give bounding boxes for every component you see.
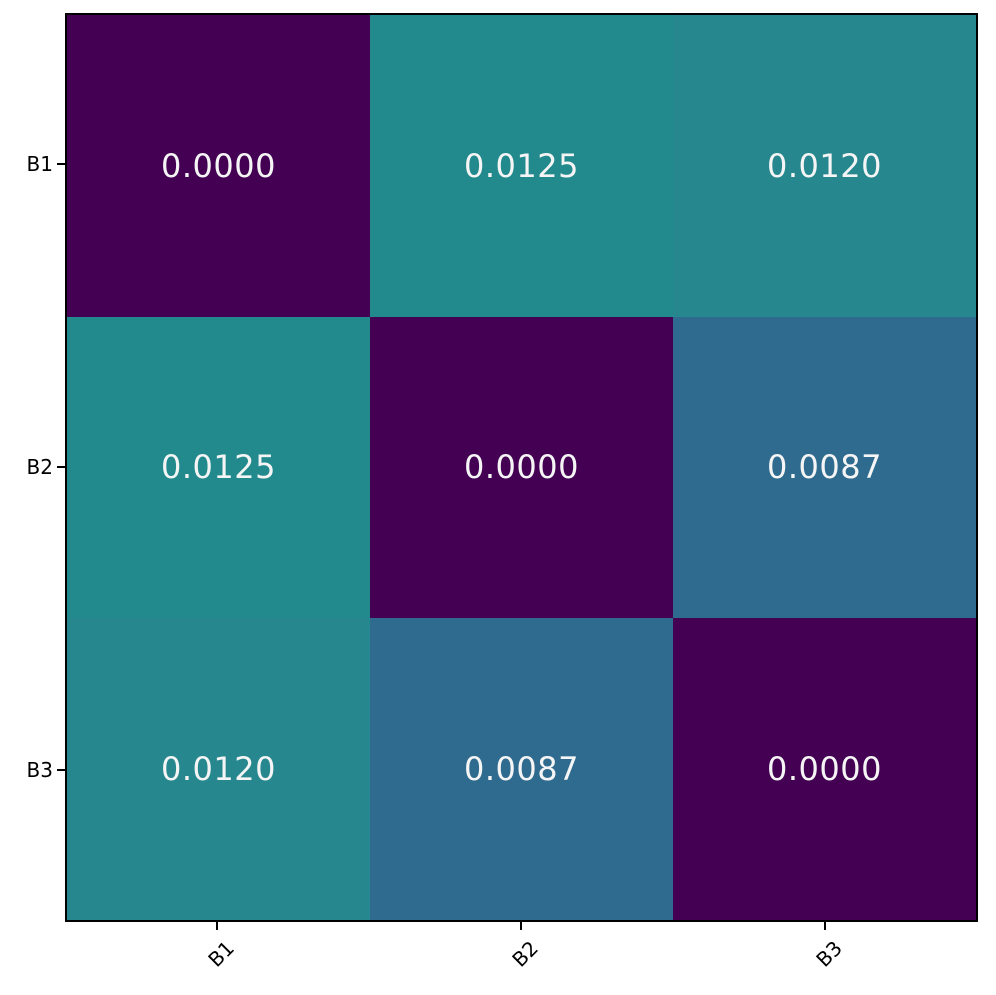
heatmap-cell-b3-b1: 0.0120 — [67, 618, 370, 920]
heatmap-cell-b2-b2: 0.0000 — [370, 316, 673, 619]
heatmap-cell-b3-b3: 0.0000 — [673, 618, 976, 920]
heatmap-cell-b3-b2: 0.0087 — [370, 618, 673, 920]
y-tick-b2 — [57, 466, 65, 468]
x-tick-label-b3: B3 — [811, 936, 847, 972]
cell-value: 0.0125 — [161, 448, 276, 487]
heatmap-cell-b2-b1: 0.0125 — [67, 316, 370, 619]
cell-value: 0.0000 — [767, 750, 882, 789]
x-tick-b1 — [216, 922, 218, 930]
y-tick-label-b3: B3 — [26, 758, 53, 782]
heatmap-plot: 0.0000 0.0125 0.0120 0.0125 0.0000 0.008… — [65, 13, 978, 922]
x-tick-label-b1: B1 — [203, 936, 239, 972]
y-tick-b1 — [57, 163, 65, 165]
x-tick-b3 — [824, 922, 826, 930]
cell-value: 0.0000 — [161, 146, 276, 185]
cell-value: 0.0087 — [767, 448, 882, 487]
x-tick-label-b2: B2 — [507, 936, 543, 972]
y-tick-label-b1: B1 — [26, 152, 53, 176]
heatmap-cell-b1-b2: 0.0125 — [370, 15, 673, 317]
cell-value: 0.0120 — [767, 146, 882, 185]
heatmap-cell-b1-b1: 0.0000 — [67, 15, 370, 317]
heatmap-cell-b2-b3: 0.0087 — [673, 316, 976, 619]
y-tick-b3 — [57, 769, 65, 771]
y-tick-label-b2: B2 — [26, 455, 53, 479]
cell-value: 0.0000 — [464, 448, 579, 487]
heatmap-cell-b1-b3: 0.0120 — [673, 15, 976, 317]
cell-value: 0.0120 — [161, 750, 276, 789]
cell-value: 0.0087 — [464, 750, 579, 789]
cell-value: 0.0125 — [464, 146, 579, 185]
x-tick-b2 — [520, 922, 522, 930]
